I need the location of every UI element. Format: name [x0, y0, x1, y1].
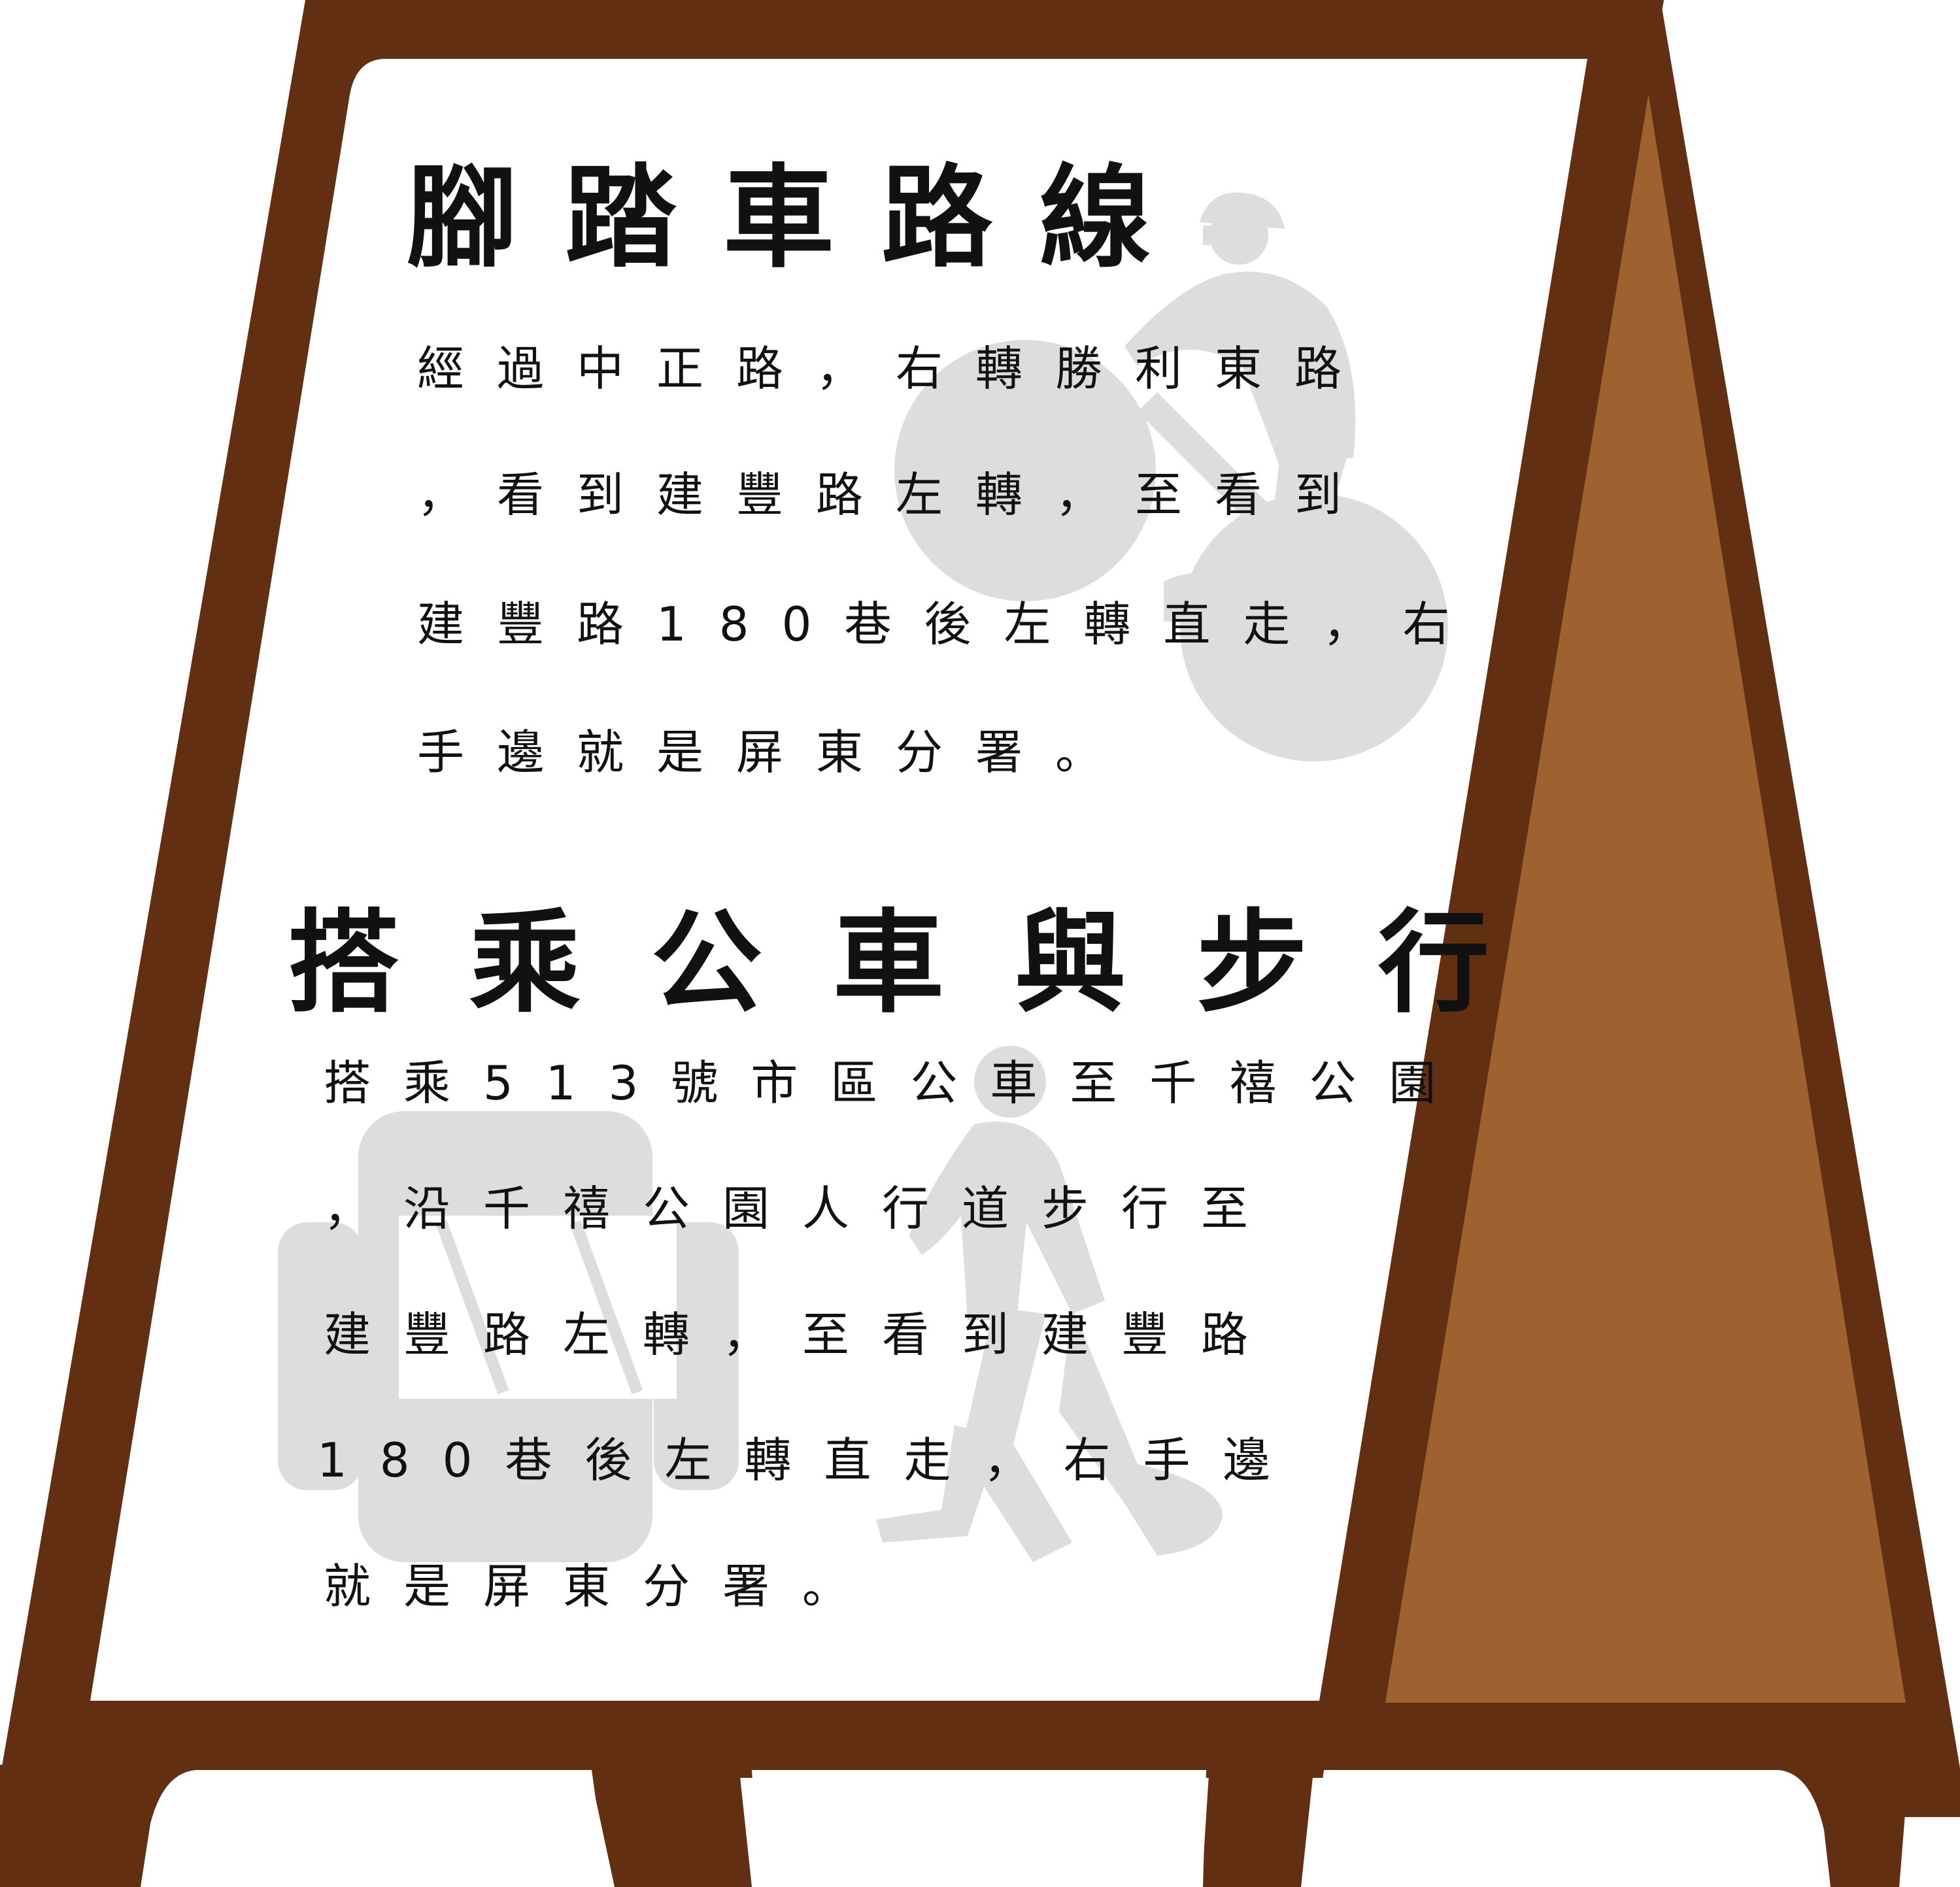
signboard-base-gap-far-right — [1308, 1770, 1831, 1887]
bus-walk-route-title: 搭乘公車與步行 — [288, 899, 1561, 1028]
signboard-back-leg-right — [1804, 1765, 1909, 1887]
bus-silhouette-icon — [278, 1111, 739, 1562]
cyclist-silhouette-icon — [894, 192, 1448, 761]
signboard-back-leg-left — [1202, 1765, 1314, 1887]
bus-walk-route-line-1: 搭乘513號市區公車至千禧公園 — [324, 1056, 1469, 1110]
bus-walk-route-line-5: 就是屏東分署。 — [324, 1559, 883, 1614]
signboard-back-panel — [1348, 56, 1906, 1703]
bike-route-line-4: 手邊就是屏東分署。 — [417, 725, 1136, 780]
bike-route-line-1: 經過中正路，右轉勝利東路 — [417, 341, 1375, 396]
bike-route-line-3: 建豐路180巷後左轉直走，右 — [417, 597, 1483, 652]
bus-walk-route-line-4: 180巷後左轉直走，右手邊 — [317, 1433, 1303, 1488]
bus-walk-route-line-2: ，沿千禧公園人行道步行至 — [324, 1181, 1281, 1236]
signboard-base-gap-right — [752, 1770, 1206, 1887]
pedestrian-silhouette-icon — [876, 1046, 1223, 1562]
signboard-front-leg-right — [588, 1765, 752, 1887]
bike-route-line-2: ，看到建豐路左轉，至看到 — [417, 467, 1375, 522]
bike-route-title: 腳踏車路線 — [407, 154, 1198, 283]
bus-walk-route-line-3: 建豐路左轉，至看到建豐路 — [324, 1307, 1281, 1362]
signboard-front-leg-left — [0, 1765, 190, 1887]
signboard-base-gap — [141, 1770, 608, 1887]
